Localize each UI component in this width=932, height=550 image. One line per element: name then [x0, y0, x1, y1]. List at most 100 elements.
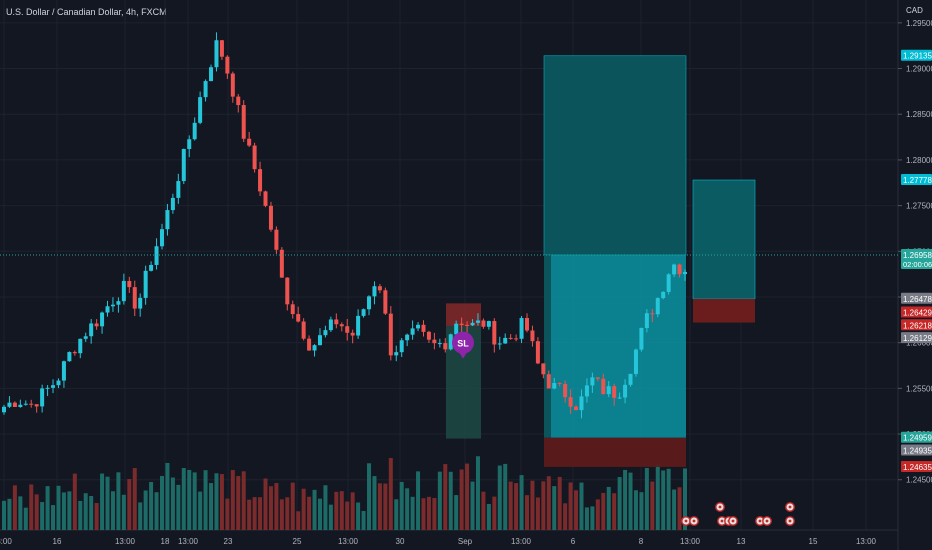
- candle-body: [557, 383, 562, 385]
- candle-body: [584, 385, 589, 397]
- volume-bar: [138, 502, 143, 530]
- x-tick-label: Sep: [458, 537, 473, 546]
- grid: [0, 0, 899, 550]
- price-label-badge: [901, 292, 932, 304]
- currency-label: CAD: [906, 6, 923, 15]
- chart-title: U.S. Dollar / Canadian Dollar, 4h, FXCM: [6, 7, 167, 17]
- candle-body: [203, 81, 208, 98]
- overlays: SL: [0, 254, 898, 359]
- volume-bar: [225, 498, 230, 530]
- candle-body: [481, 320, 486, 327]
- candle-body: [51, 385, 56, 388]
- volume-bar: [394, 499, 399, 530]
- volume-bar: [416, 471, 421, 530]
- volume-bar: [677, 487, 682, 530]
- volume-bar: [666, 468, 671, 530]
- volume-bar: [367, 463, 372, 530]
- price-label-badge: [901, 332, 932, 344]
- volume-bar: [448, 471, 453, 530]
- volume-bar: [252, 497, 257, 530]
- candle-body: [650, 313, 655, 315]
- candle-body: [644, 313, 649, 328]
- event-marker-dot: [684, 519, 688, 523]
- volume-bar: [356, 502, 361, 530]
- candle-body: [252, 145, 257, 170]
- volume-bar: [579, 482, 584, 530]
- price-label-badge: [901, 306, 932, 318]
- x-tick-label: 13:00: [511, 537, 532, 546]
- volume-bar: [307, 496, 312, 530]
- candle-body: [672, 264, 677, 275]
- volume-bar: [595, 499, 600, 530]
- x-tick-label: 6: [571, 537, 576, 546]
- candle-body: [563, 383, 568, 398]
- sl-marker-pointer: [458, 350, 468, 359]
- volume-bar: [296, 511, 301, 530]
- volume-bar: [181, 468, 186, 530]
- volume-bar: [443, 464, 448, 530]
- x-tick-label: 18: [161, 537, 170, 546]
- candle-body: [159, 229, 164, 247]
- volume-bar: [601, 492, 606, 530]
- candle-body: [535, 341, 540, 364]
- price-label-text: 1.24935: [903, 447, 932, 456]
- volume-bar: [334, 491, 339, 530]
- volume-bar: [34, 494, 39, 530]
- candle-body: [181, 149, 186, 182]
- volume-bar: [2, 500, 6, 530]
- candle-body: [497, 343, 502, 345]
- target-zone: [544, 254, 551, 438]
- candle-body: [61, 361, 66, 381]
- volume-bar: [170, 477, 175, 530]
- volume-bar: [628, 472, 633, 530]
- volume-bar: [12, 485, 17, 530]
- y-tick-label: 1.28500: [906, 110, 932, 119]
- candle-body: [443, 343, 448, 350]
- volume-bar: [236, 476, 241, 530]
- candle-body: [590, 377, 595, 386]
- volume-bars: [2, 456, 687, 530]
- volume-bar: [29, 484, 34, 530]
- candle-body: [552, 383, 557, 389]
- candle-body: [377, 286, 382, 291]
- volume-bar: [503, 463, 508, 530]
- volume-bar: [323, 485, 328, 530]
- candle-body: [176, 181, 181, 198]
- candle-body: [606, 386, 611, 395]
- candle-body: [317, 335, 322, 346]
- y-tick-label: 1.25500: [906, 384, 932, 393]
- candle-body: [121, 280, 126, 302]
- volume-bar: [61, 492, 66, 530]
- candle-body: [426, 331, 431, 340]
- volume-bar: [623, 469, 628, 530]
- volume-bar: [475, 456, 480, 530]
- candle-body: [421, 324, 426, 332]
- price-label-badge: [901, 49, 932, 61]
- volume-bar: [650, 481, 655, 530]
- price-label-text: 1.24635: [903, 463, 932, 472]
- price-label-badge: [901, 248, 932, 269]
- candle-body: [541, 363, 546, 375]
- volume-bar: [661, 470, 666, 530]
- candle-body: [132, 287, 137, 309]
- candle-body: [503, 337, 508, 344]
- volume-bar: [105, 476, 110, 530]
- price-label-text: 1.26218: [903, 321, 932, 330]
- candle-body: [323, 330, 328, 336]
- candle-body: [628, 373, 633, 385]
- price-label-badge: [901, 319, 932, 331]
- candle-body: [508, 337, 513, 339]
- volume-bar: [410, 496, 415, 530]
- volume-bar: [683, 468, 687, 530]
- y-tick-label: 1.28000: [906, 156, 932, 165]
- volume-bar: [519, 475, 524, 530]
- candle-body: [356, 315, 361, 336]
- volume-bar: [563, 503, 568, 530]
- volume-bar: [89, 496, 94, 530]
- candle-body: [268, 205, 273, 230]
- candle-body: [263, 191, 268, 206]
- price-label-text: 1.24959: [903, 434, 932, 443]
- candle-body: [661, 291, 666, 299]
- volume-bar: [176, 484, 181, 530]
